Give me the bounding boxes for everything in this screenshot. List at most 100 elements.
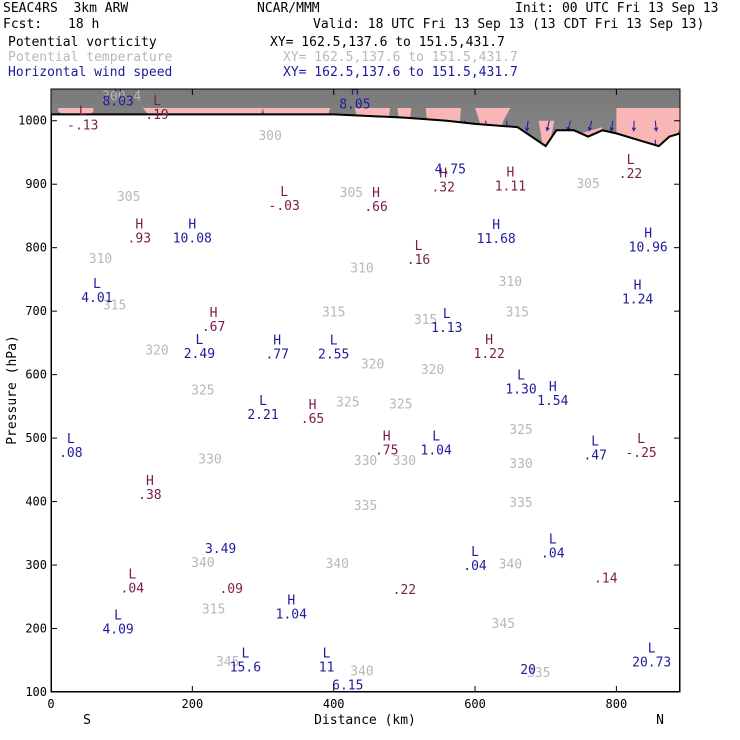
extremum-marker: H bbox=[383, 430, 391, 445]
field-name-theta: Potential temperature bbox=[8, 50, 173, 65]
extremum-value: .77 bbox=[265, 348, 288, 363]
y-tick-label: 800 bbox=[25, 241, 47, 255]
pv-shaded-region bbox=[538, 120, 555, 166]
y-axis-title: Pressure (hPa) bbox=[5, 335, 20, 445]
extremum-value: .47 bbox=[583, 449, 606, 464]
forecast-hour: 18 h bbox=[68, 17, 100, 32]
extremum-marker: H bbox=[146, 474, 154, 489]
x-tick-label: 0 bbox=[47, 697, 54, 711]
terrain bbox=[51, 113, 680, 692]
extremum-value: .04 bbox=[463, 559, 487, 574]
theta-labels: 345 340 335 345 315 340 340 340 335 335 330 330 330 3… bbox=[89, 90, 600, 681]
extremum-marker: H bbox=[273, 334, 281, 349]
extremum-marker: H bbox=[506, 166, 514, 181]
extremum-value: .16 bbox=[407, 253, 430, 268]
extremum-value: 2.55 bbox=[318, 348, 349, 363]
extremum-value: 20 bbox=[520, 663, 536, 678]
extremum-value: -.03 bbox=[269, 199, 300, 214]
extremum-value: 1.04 bbox=[276, 607, 307, 622]
theta-label: 345 bbox=[492, 617, 515, 632]
plot-frame bbox=[50, 88, 681, 693]
theta-label: 315 bbox=[506, 305, 529, 320]
extremum-value: 6.15 bbox=[332, 678, 363, 693]
extremum-marker: H bbox=[492, 218, 500, 233]
x-tick-label: 200 bbox=[182, 697, 204, 711]
field-xy-wind: XY= 162.5,137.6 to 151.5,431.7 bbox=[283, 65, 518, 80]
theta-label: 310 bbox=[350, 262, 373, 277]
field-xy-pv: XY= 162.5,137.6 to 151.5,431.7 bbox=[270, 35, 505, 50]
extremum-value: 2.21 bbox=[247, 408, 278, 423]
extremum-value: .08 bbox=[59, 446, 82, 461]
extremum-marker: L bbox=[67, 432, 75, 447]
wind-arrow bbox=[546, 120, 550, 131]
extremum-value: 1.54 bbox=[537, 394, 568, 409]
extrema-labels: L15.6L116.1520L20.73L4.09L.04H1.04.09.22… bbox=[59, 80, 671, 693]
extremum-value: .32 bbox=[431, 181, 454, 196]
wind-arrowhead bbox=[631, 127, 636, 132]
organization-label: NCAR/MMM bbox=[257, 1, 320, 16]
extremum-value: 8.05 bbox=[339, 98, 370, 113]
x-tick-label: 600 bbox=[464, 697, 486, 711]
theta-label: 315 bbox=[322, 305, 345, 320]
extremum-marker: L bbox=[517, 369, 525, 384]
extremum-marker: L bbox=[114, 609, 122, 624]
extremum-marker: H bbox=[372, 186, 380, 201]
extremum-marker: H bbox=[135, 218, 143, 233]
extremum-marker: H bbox=[114, 80, 122, 95]
y-axis: 100 200 300 400 500 600 700 800 900 1000 bbox=[18, 114, 680, 699]
extremum-marker: H bbox=[188, 218, 196, 233]
extremum-value: .93 bbox=[128, 232, 151, 247]
field-name-wind: Horizontal wind speed bbox=[8, 65, 173, 80]
extremum-value: .04 bbox=[121, 581, 145, 596]
extremum-marker: L bbox=[648, 642, 656, 657]
extremum-marker: L bbox=[637, 432, 645, 447]
extremum-value: 1.22 bbox=[474, 347, 505, 362]
extremum-marker: H bbox=[287, 593, 295, 608]
extremum-marker: L bbox=[443, 307, 451, 322]
y-tick-label: 1000 bbox=[18, 114, 47, 128]
theta-label: 300.4 bbox=[102, 90, 141, 105]
extremum-value: -.25 bbox=[625, 446, 656, 461]
theta-label: 340 bbox=[325, 557, 348, 572]
x-axis: 0 200 400 600 800 bbox=[47, 89, 627, 711]
y-tick-label: 600 bbox=[25, 368, 47, 382]
theta-label: 335 bbox=[354, 499, 377, 514]
extremum-value: 1.13 bbox=[431, 321, 462, 336]
wind-arrow bbox=[567, 120, 571, 131]
theta-label: 315 bbox=[103, 298, 126, 313]
extremum-marker: H bbox=[644, 226, 652, 241]
theta-label: 340 bbox=[499, 557, 522, 572]
y-tick-label: 200 bbox=[25, 622, 47, 636]
extremum-marker: L bbox=[280, 185, 288, 200]
theta-label: 325 bbox=[191, 384, 214, 399]
extremum-value: 3.49 bbox=[205, 542, 236, 557]
extremum-marker: H bbox=[549, 380, 557, 395]
valid-time: Valid: 18 UTC Fri 13 Sep 13 (13 CDT Fri … bbox=[313, 17, 705, 32]
extremum-value: 10.08 bbox=[173, 232, 212, 247]
wind-arrow bbox=[610, 120, 614, 131]
wind-arrow bbox=[588, 120, 593, 131]
theta-label: 315 bbox=[414, 313, 437, 328]
theta-label: 305 bbox=[340, 186, 363, 201]
x-tick-label: 800 bbox=[606, 697, 628, 711]
x-axis-title: Distance (km) bbox=[314, 713, 416, 728]
forecast-label: Fcst: bbox=[3, 17, 43, 32]
x-tick-label: 400 bbox=[323, 697, 345, 711]
extremum-value: .67 bbox=[202, 320, 225, 335]
extremum-value: .04 bbox=[541, 546, 565, 561]
extremum-value: 2.49 bbox=[184, 347, 215, 362]
extremum-marker: H bbox=[439, 167, 447, 182]
extremum-marker: L bbox=[471, 545, 479, 560]
wind-arrowhead bbox=[587, 126, 592, 132]
theta-label: 345 bbox=[216, 655, 239, 670]
wind-arrow bbox=[526, 120, 529, 131]
extremum-marker: L bbox=[330, 334, 338, 349]
extremum-marker: L bbox=[549, 532, 557, 547]
extremum-marker: L bbox=[591, 435, 599, 450]
extremum-value: 1.30 bbox=[505, 383, 536, 398]
theta-label: 310 bbox=[89, 252, 112, 267]
extremum-value: 1.24 bbox=[622, 293, 653, 308]
extremum-marker: L bbox=[128, 567, 136, 582]
south-label: S bbox=[83, 713, 91, 728]
wind-arrowhead bbox=[609, 127, 614, 132]
